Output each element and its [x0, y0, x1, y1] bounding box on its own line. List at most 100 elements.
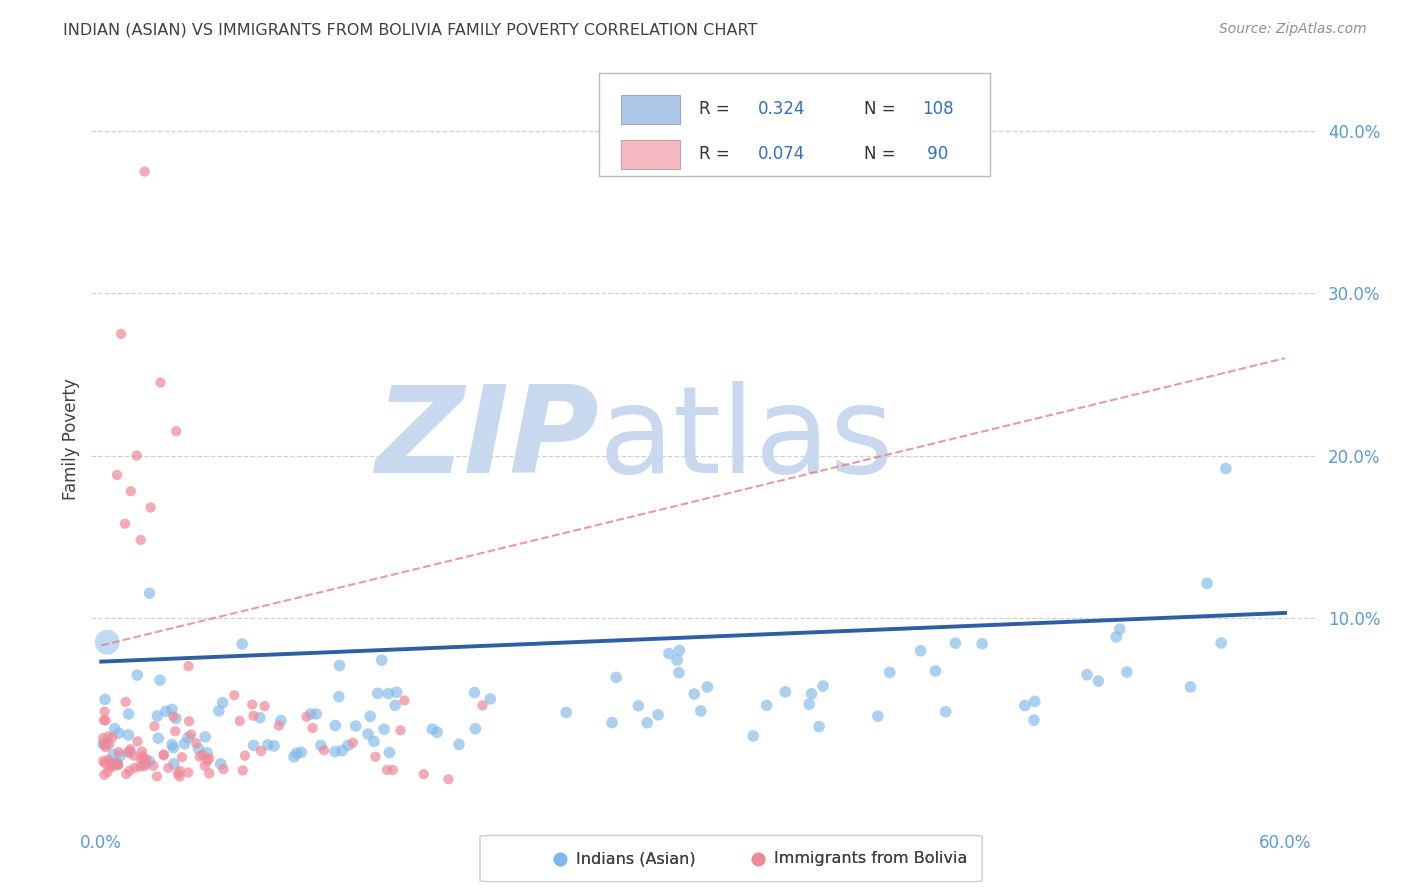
Point [153, 747, 176, 762]
Point [149, 376, 172, 390]
Point [283, 750, 305, 764]
Point [301, 721, 323, 735]
Point [115, 767, 138, 781]
Point [755, 698, 778, 713]
Point [94, 692, 117, 706]
Text: R =: R = [699, 145, 735, 163]
Point [188, 749, 211, 764]
Point [295, 710, 318, 724]
Point [290, 745, 312, 759]
Point [152, 748, 174, 763]
Point [165, 712, 187, 726]
Text: ZIP: ZIP [375, 381, 599, 498]
Point [162, 740, 184, 755]
Point [127, 734, 149, 748]
Point [157, 761, 180, 775]
Point [471, 698, 494, 713]
Point [548, 851, 571, 865]
Point [359, 709, 381, 723]
Point [636, 715, 658, 730]
Point [131, 749, 153, 764]
Point [177, 731, 200, 745]
Point [114, 695, 136, 709]
Point [132, 759, 155, 773]
Point [98, 759, 121, 773]
Point [910, 644, 932, 658]
Point [299, 707, 322, 722]
Point [129, 759, 152, 773]
Point [129, 752, 152, 766]
Point [1105, 630, 1128, 644]
Point [363, 734, 385, 748]
Point [93, 713, 115, 727]
Point [426, 725, 449, 739]
Point [422, 723, 444, 737]
Point [134, 754, 156, 768]
Point [187, 741, 209, 756]
Point [342, 736, 364, 750]
Point [808, 720, 831, 734]
Point [139, 500, 162, 515]
Text: 0.324: 0.324 [758, 100, 806, 118]
Point [148, 731, 170, 746]
Point [240, 698, 263, 712]
Point [381, 763, 404, 777]
Point [328, 690, 350, 704]
Point [191, 748, 214, 763]
Point [548, 851, 571, 865]
Point [107, 745, 129, 759]
Point [263, 739, 285, 753]
Point [305, 706, 328, 721]
Point [120, 484, 142, 499]
Point [394, 693, 416, 707]
Point [1024, 694, 1046, 708]
Point [373, 722, 395, 736]
Point [149, 673, 172, 687]
Point [747, 851, 769, 865]
Point [337, 739, 360, 753]
Point [600, 715, 623, 730]
Point [118, 764, 141, 778]
Point [91, 731, 114, 745]
Point [389, 723, 412, 738]
Point [114, 516, 136, 531]
Y-axis label: Family Poverty: Family Poverty [62, 378, 80, 500]
Point [105, 756, 128, 771]
Point [1076, 667, 1098, 681]
Point [134, 164, 156, 178]
Point [135, 756, 157, 771]
Point [162, 709, 184, 723]
Point [666, 653, 689, 667]
Point [124, 761, 146, 775]
Text: 90: 90 [922, 145, 948, 163]
Point [198, 751, 221, 765]
Point [107, 756, 129, 771]
Point [177, 714, 200, 729]
Point [377, 686, 399, 700]
Point [120, 742, 142, 756]
Point [1180, 680, 1202, 694]
Point [879, 665, 901, 680]
Point [242, 739, 264, 753]
Point [169, 769, 191, 783]
Point [647, 707, 669, 722]
Point [117, 746, 139, 760]
Point [91, 737, 114, 751]
Point [742, 729, 765, 743]
Point [479, 692, 502, 706]
Point [267, 719, 290, 733]
Text: N =: N = [865, 145, 901, 163]
Point [211, 696, 233, 710]
Point [1115, 665, 1137, 679]
Point [142, 759, 165, 773]
Point [447, 738, 470, 752]
Point [125, 449, 148, 463]
Point [1014, 698, 1036, 713]
Point [138, 754, 160, 768]
Point [970, 637, 993, 651]
Point [412, 767, 434, 781]
Point [105, 756, 128, 771]
Point [98, 737, 121, 751]
Point [197, 754, 219, 768]
Point [285, 747, 308, 761]
